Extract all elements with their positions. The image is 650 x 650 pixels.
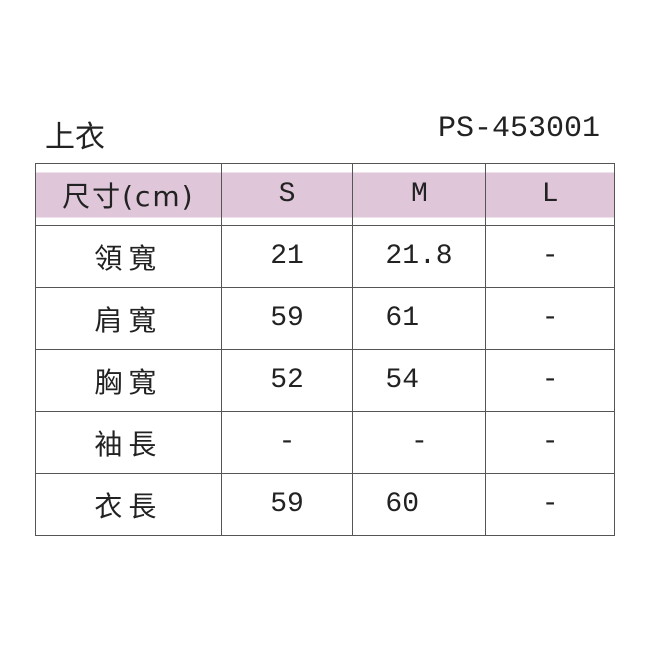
header-size: 尺寸(cm): [35, 163, 222, 226]
cell-m: -: [352, 411, 487, 474]
row-label: 胸寬: [35, 349, 222, 412]
cell-m: 61: [352, 287, 487, 350]
cell-s: 52: [220, 349, 354, 412]
cell-l: -: [485, 225, 615, 288]
table-row: 胸寬 52 54 -: [35, 349, 615, 412]
product-code: PS-453001: [437, 112, 600, 146]
table-row: 肩寬 59 61 -: [35, 287, 615, 350]
cell-s: 21: [220, 225, 354, 288]
header-m: M: [352, 163, 487, 226]
table-row: 衣長 59 60 -: [35, 473, 615, 536]
cell-l: -: [485, 349, 615, 412]
row-label: 袖長: [35, 411, 222, 474]
row-label: 肩寬: [35, 287, 222, 350]
header-s: S: [220, 163, 354, 226]
cell-m: 21.8: [352, 225, 487, 288]
cell-s: -: [220, 411, 354, 474]
cell-l: -: [485, 287, 615, 350]
cell-s: 59: [220, 473, 354, 536]
table-row: 袖長 - - -: [35, 411, 615, 474]
row-label: 衣長: [35, 473, 222, 536]
size-table: 尺寸(cm) S M L 領寬 21 21.8 - 肩寬 59 61 - 胸寬 …: [35, 163, 615, 536]
cell-s: 59: [220, 287, 354, 350]
table-row: 領寬 21 21.8 -: [35, 225, 615, 288]
product-title: 上衣: [45, 120, 105, 155]
row-label: 領寬: [35, 225, 222, 288]
cell-l: -: [485, 411, 615, 474]
cell-m: 60: [352, 473, 487, 536]
cell-m: 54: [352, 349, 487, 412]
cell-l: -: [485, 473, 615, 536]
header-l: L: [485, 163, 615, 226]
header-row: 尺寸(cm) S M L: [35, 163, 615, 226]
